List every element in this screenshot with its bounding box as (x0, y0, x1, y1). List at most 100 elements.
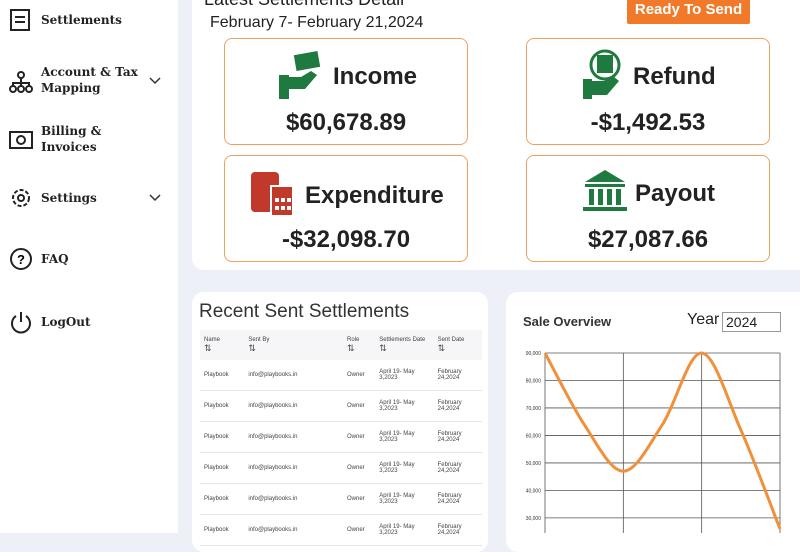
table-row: Playbook info@playbooks.in Owner April 19- … (200, 421, 482, 453)
stat-card: Expenditure -$32,098.70 (224, 155, 468, 262)
stat-card: Payout $27,087.66 (526, 155, 770, 262)
table-cell: info@playbooks.in (244, 483, 343, 515)
table-cell: February 24,2024 (433, 390, 482, 422)
icon (10, 9, 30, 31)
icon: ? (10, 248, 32, 270)
year-label: Year (687, 311, 720, 328)
table-cell: info@playbooks.in (244, 514, 343, 546)
table-cell: Owner (343, 483, 376, 515)
sidebar: Settlements Account & Tax Mapping Billin… (0, 0, 178, 533)
column-header: Settlements Date ⇅ (375, 330, 434, 360)
nav-item[interactable]: FAQ (41, 252, 69, 266)
table-cell: April 19- May 3,2023 (375, 421, 434, 453)
table-cell: April 19- May 3,2023 (375, 514, 434, 546)
table-cell: Owner (343, 452, 376, 484)
table-cell: Owner (343, 360, 376, 391)
table-cell: February 24,2024 (433, 483, 482, 515)
column-header: Sent Date ⇅ (433, 330, 482, 360)
sort-icon: ⇅ (248, 342, 256, 353)
column-label: Sent Date (437, 336, 465, 343)
table-row: Playbook info@playbooks.in Owner April 19- … (200, 514, 482, 546)
table-cell: February 24,2024 (433, 421, 482, 453)
table-cell: February 24,2024 (433, 452, 482, 484)
table-cell: Playbook (200, 514, 245, 546)
recent-title: Recent Sent Settlements (199, 301, 410, 322)
icon (11, 312, 31, 334)
table-row: Playbook info@playbooks.in Owner April 19- … (200, 390, 482, 422)
line-chart: 90,000 80,000 70,000 60,000 50,000 40,000 30,0… (526, 351, 782, 533)
nav-item[interactable]: Billing & Invoices (41, 124, 102, 154)
table-cell: April 19- May 3,2023 (375, 390, 434, 422)
table-cell: Playbook (200, 421, 245, 453)
table-cell: info@playbooks.in (244, 421, 343, 453)
sale-card: Sale Overview Year 2024 90,000 80,000 70,0… (506, 292, 800, 552)
table-cell: April 19- May 3,2023 (375, 452, 434, 484)
stat-label: Income (333, 63, 418, 90)
nav-item[interactable]: Settings (41, 191, 97, 205)
table-cell: April 19- May 3,2023 (375, 360, 434, 391)
stat-label: Expenditure (305, 182, 444, 209)
table-row: Playbook info@playbooks.in Owner April 19- … (200, 483, 482, 515)
column-header: Name ⇅ (200, 330, 245, 360)
table-cell: Playbook (200, 390, 245, 422)
sales-line (543, 351, 782, 530)
stat-label: Payout (635, 180, 716, 207)
svg-text:?: ? (17, 252, 25, 267)
y-tick-label: 80,000 (526, 378, 542, 384)
chart-title: Sale Overview (523, 314, 612, 329)
year-input[interactable]: 2024 (722, 312, 781, 332)
table-cell: February 24,2024 (433, 360, 482, 391)
stat-amount: -$32,098.70 (281, 226, 411, 253)
table-cell: Owner (343, 514, 376, 546)
y-tick-label: 40,000 (526, 488, 542, 494)
summary-title: Latest Settlements Detail (204, 0, 404, 8)
icon (583, 49, 621, 99)
sort-icon: ⇅ (379, 342, 387, 353)
stat-card: Refund -$1,492.53 (526, 38, 770, 145)
date-range: February 7- February 21,2024 (210, 14, 424, 31)
table-cell: Owner (343, 390, 376, 422)
nav-item[interactable]: Account & Tax Mapping (41, 65, 138, 95)
icon (279, 51, 321, 99)
y-tick-label: 90,000 (526, 351, 542, 357)
table-cell: info@playbooks.in (244, 452, 343, 484)
nav-item[interactable]: LogOut (41, 315, 91, 329)
column-label: Sent By (248, 336, 270, 343)
column-header: Sent By ⇅ (244, 330, 343, 360)
table-cell: Playbook (200, 452, 245, 484)
ready-button[interactable]: Ready To Send (627, 0, 750, 24)
column-label: Settlements Date (379, 336, 426, 343)
stat-amount: $27,087.66 (587, 226, 709, 253)
table-row: Playbook info@playbooks.in Owner April 19- … (200, 360, 482, 391)
icon (9, 71, 33, 93)
stat-amount: -$1,492.53 (590, 109, 706, 136)
column-label: Name (204, 336, 221, 343)
sort-icon: ⇅ (204, 342, 212, 353)
recent-card: Recent Sent Settlements Name ⇅ Sent By ⇅ Rol… (192, 292, 488, 552)
stat-amount: $60,678.89 (285, 109, 407, 136)
chevron[interactable] (148, 76, 162, 86)
column-header: Role ⇅ (343, 330, 376, 360)
nav-item[interactable]: Settlements (41, 13, 122, 27)
table-cell: info@playbooks.in (244, 390, 343, 422)
icon (12, 189, 30, 207)
y-tick-label: 30,000 (526, 516, 542, 522)
icon (9, 131, 33, 149)
summary-card: Latest Settlements Detail February 7- Fe… (192, 0, 800, 270)
column-label: Role (347, 336, 360, 343)
table-cell: Playbook (200, 483, 245, 515)
table-cell: Owner (343, 421, 376, 453)
sort-icon: ⇅ (347, 342, 355, 353)
stat-card: Income $60,678.89 (224, 38, 468, 145)
icon (251, 172, 294, 217)
table-cell: April 19- May 3,2023 (375, 483, 434, 515)
chevron[interactable] (148, 193, 162, 203)
stat-label: Refund (633, 63, 716, 90)
settlements-table: Name ⇅ Sent By ⇅ Role ⇅ Settlements Date ⇅ Sent … (200, 330, 482, 546)
table-cell: info@playbooks.in (244, 360, 343, 391)
table-cell: Playbook (200, 360, 245, 391)
icon (583, 170, 627, 211)
y-tick-label: 50,000 (526, 461, 542, 467)
y-tick-label: 70,000 (526, 406, 542, 412)
